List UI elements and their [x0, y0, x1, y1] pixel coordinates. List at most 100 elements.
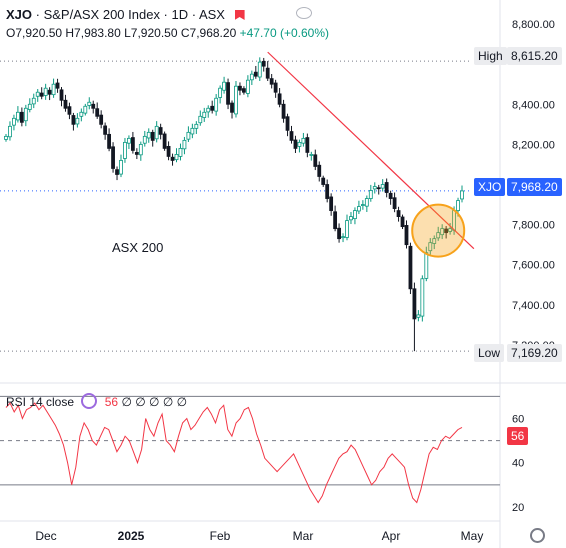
candle-body [436, 232, 441, 239]
chart-header: XJO · S&P/ASX 200 Index · 1D · ASX [6, 7, 245, 22]
candle-body [150, 131, 155, 141]
time-tick-label: Dec [35, 529, 56, 543]
candle-body [218, 87, 223, 98]
candle-body [372, 186, 377, 190]
candle-body [119, 160, 123, 175]
candle-body [238, 85, 242, 91]
candle-body [412, 288, 417, 320]
high-label: High [474, 47, 507, 65]
candle-body [301, 137, 306, 144]
candle-body [99, 114, 104, 125]
candle-body [95, 108, 100, 117]
candle-body [12, 117, 16, 126]
candle-body [115, 169, 119, 175]
candle-body [277, 93, 282, 105]
candle-body [27, 103, 32, 110]
candle-body [289, 131, 294, 141]
time-tick-label: 2025 [118, 529, 145, 543]
candle-body [440, 228, 445, 236]
candle-body [281, 103, 286, 119]
rsi-value-tag: 56 [507, 427, 529, 445]
candle-body [408, 245, 413, 290]
candle-body [111, 146, 115, 169]
candle-body [261, 60, 266, 67]
candle-body [376, 187, 381, 190]
time-tick-label: Apr [382, 529, 401, 543]
candle-body [15, 111, 20, 121]
price-tick-label: 8,800.00 [512, 19, 555, 31]
close-value: C7,968.20 [180, 26, 237, 40]
flag-icon[interactable] [234, 10, 245, 20]
ohlc-legend: O7,920.50 H7,983.80 L7,920.50 C7,968.20 … [6, 26, 329, 40]
candle-body [460, 190, 464, 200]
candle-body [424, 252, 429, 279]
candle-body [4, 135, 8, 140]
candle-body [43, 87, 48, 96]
rsi-label[interactable]: RSI 14 close [6, 395, 75, 409]
candle-body [206, 107, 211, 113]
rsi-tick-label: 60 [512, 414, 524, 426]
candle-body [59, 89, 64, 101]
candle-body [420, 278, 425, 317]
candle-body [107, 133, 111, 149]
candle-body [39, 92, 44, 97]
price-tick-label: 7,600.00 [512, 260, 555, 272]
candle-body [47, 89, 52, 95]
candle-body [67, 106, 72, 115]
candle-body [317, 164, 322, 177]
candle-body [364, 198, 369, 207]
candle-body [456, 200, 460, 211]
price-tick-label: 8,200.00 [512, 139, 555, 151]
candle-body [321, 177, 326, 185]
low-value: L7,920.50 [124, 26, 178, 40]
rsi-value: 56 [104, 395, 119, 409]
last-price-tag: 7,968.20 [507, 178, 562, 196]
rsi-extra-5: ∅ [176, 395, 188, 409]
rsi-tick-label: 40 [512, 458, 524, 470]
candle-body [404, 225, 409, 246]
candle-body [396, 210, 401, 217]
candle-body [368, 190, 373, 199]
candle-body [392, 197, 397, 209]
candle-body [162, 133, 167, 149]
change-value: +47.70 (+0.60%) [239, 26, 329, 40]
candle-body [242, 88, 246, 93]
candle-body [127, 137, 131, 144]
candle-body [202, 111, 207, 118]
high-value: H7,983.80 [65, 26, 121, 40]
candle-body [226, 82, 230, 105]
eye-icon[interactable] [296, 7, 312, 19]
low-price-tag: 7,169.20 [507, 344, 562, 362]
candle-body [214, 97, 219, 112]
candle-body [51, 83, 56, 96]
candle-body [190, 127, 195, 135]
candle-body [182, 139, 187, 150]
candle-body [222, 81, 226, 91]
candle-body [210, 105, 215, 111]
settings-icon[interactable] [530, 528, 545, 543]
candle-body [158, 127, 163, 135]
chart-annotation[interactable]: ASX 200 [112, 240, 164, 255]
symbol-label[interactable]: XJO [6, 7, 33, 22]
candle-body [297, 141, 302, 147]
candle-body [146, 131, 151, 139]
time-tick-label: May [461, 529, 484, 543]
candle-body [341, 236, 345, 239]
highlight-circle[interactable] [411, 203, 466, 258]
candle-body [380, 184, 385, 189]
candle-body [416, 314, 421, 318]
candle-body [309, 154, 314, 156]
candle-body [87, 101, 92, 106]
candle-body [444, 228, 449, 234]
rsi-extra-2: ∅ [135, 395, 146, 409]
candle-body [448, 228, 453, 232]
candle-body [305, 137, 310, 153]
candle-body [432, 238, 437, 244]
candle-body [138, 143, 143, 156]
trendline[interactable] [267, 51, 475, 250]
candle-body [285, 116, 290, 131]
candle-body [360, 204, 365, 206]
refresh-icon[interactable] [81, 393, 98, 409]
candle-body [170, 156, 175, 161]
